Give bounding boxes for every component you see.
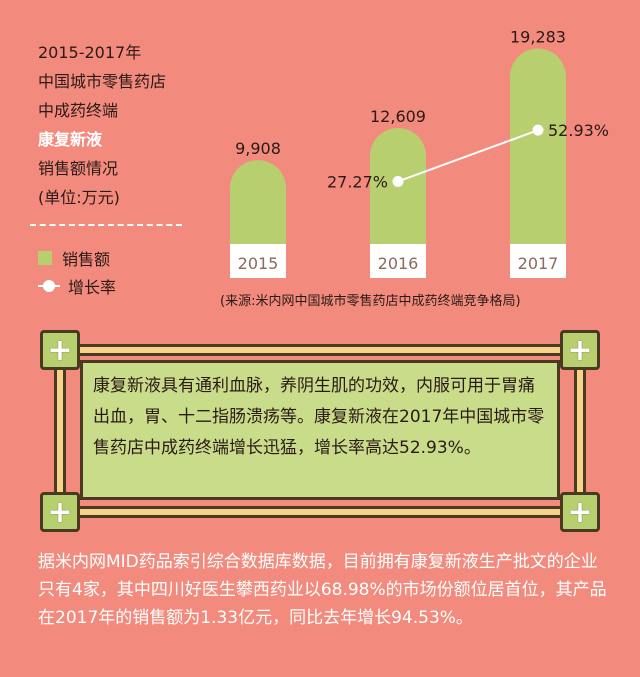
info-panel: 康复新液具有通利血脉，养阴生肌的功效，内服可用于胃痛出血，胃、十二指肠溃疡等。康… bbox=[80, 360, 560, 500]
legend-swatch-bar bbox=[38, 251, 52, 265]
frame-rail-bottom bbox=[58, 506, 582, 518]
x-tick-label: 2017 bbox=[518, 254, 559, 273]
title-line: 中国城市零售药店 bbox=[38, 72, 167, 91]
legend-item-sales: 销售额 bbox=[38, 244, 116, 272]
plus-icon: + bbox=[40, 330, 80, 370]
title-line-product: 康复新液 bbox=[38, 130, 103, 149]
bar-value-label: 19,283 bbox=[510, 28, 566, 47]
legend-label-sales: 销售额 bbox=[62, 250, 111, 269]
title-line-unit: (单位:万元) bbox=[38, 188, 120, 207]
frame-rail-left bbox=[54, 348, 66, 514]
growth-value-label: 27.27% bbox=[327, 172, 388, 191]
bar-value-label: 9,908 bbox=[235, 139, 281, 158]
growth-value-label: 52.93% bbox=[548, 121, 609, 140]
bar bbox=[370, 127, 426, 278]
growth-point bbox=[392, 175, 404, 187]
chart: 2015 9,908 2016 12,609 2017 19,283 27.27% 52.93… bbox=[230, 28, 609, 279]
growth-line bbox=[397, 129, 539, 183]
bar-value-label: 12,609 bbox=[370, 107, 426, 126]
info-frame: 康复新液具有通利血脉，养阴生肌的功效，内服可用于胃痛出血，胃、十二指肠溃疡等。康… bbox=[40, 330, 600, 532]
plus-icon: + bbox=[560, 492, 600, 532]
growth-point bbox=[532, 124, 544, 136]
chart-title: 2015-2017年 中国城市零售药店 中成药终端 康复新液 销售额情况 (单位… bbox=[38, 38, 166, 212]
title-line: 销售额情况 bbox=[38, 159, 119, 178]
bar-category-box bbox=[510, 244, 566, 278]
frame-rail-right bbox=[574, 348, 586, 514]
bar-category-box bbox=[230, 244, 286, 278]
plus-icon: + bbox=[40, 492, 80, 532]
bar-category-box bbox=[370, 244, 426, 278]
frame-rail-top bbox=[58, 344, 582, 356]
plus-icon: + bbox=[560, 330, 600, 370]
x-tick-label: 2015 bbox=[238, 254, 279, 273]
title-line: 中成药终端 bbox=[38, 101, 119, 120]
title-line: 2015-2017年 bbox=[38, 43, 142, 62]
body-paragraph: 据米内网MID药品索引综合数据库数据，目前拥有康复新液生产批文的企业只有4家，其… bbox=[38, 552, 607, 628]
legend-swatch-line bbox=[38, 279, 60, 293]
source-note: (来源:米内网中国城市零售药店中成药终端竞争格局) bbox=[220, 294, 521, 309]
divider bbox=[30, 224, 182, 226]
legend: 销售额 增长率 bbox=[38, 244, 116, 300]
x-tick-label: 2016 bbox=[378, 254, 419, 273]
legend-label-growth: 增长率 bbox=[68, 278, 117, 297]
bar bbox=[510, 48, 566, 279]
legend-item-growth: 增长率 bbox=[38, 272, 116, 300]
